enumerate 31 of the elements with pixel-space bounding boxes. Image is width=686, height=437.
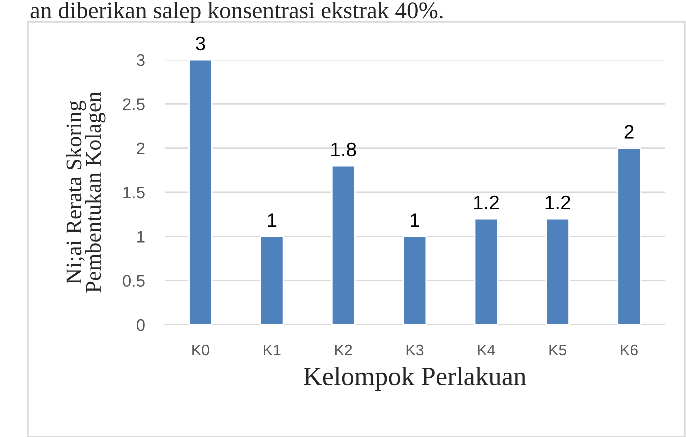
data-label: 1.2 [546,196,570,210]
bar [617,148,642,325]
y-axis-title: Ni;ai Rerata Skoring Pembentukan Kolagen [66,92,106,293]
data-label: 2 [624,125,634,139]
bar [402,236,428,325]
y-tick-label: 3 [136,54,145,66]
x-tick-label: K0 [192,344,210,356]
bar [546,218,570,325]
y-tick-label: 2.5 [123,98,145,110]
y-tick-label: 1 [138,231,145,243]
y-tick-label: 2 [137,142,145,154]
x-tick-label: K1 [264,345,281,356]
x-tick-label: K2 [335,344,352,356]
y-tick-label: 0.5 [123,275,145,288]
x-axis-title: Kelompok Perlakuan [304,367,526,391]
data-label: 1.8 [332,142,356,157]
data-label: 1.2 [474,196,499,210]
data-label: 3 [196,36,206,51]
data-label: 1 [268,214,277,228]
y-tick-label: 0 [136,319,145,332]
bar [260,236,284,325]
bar [331,165,356,325]
bar [188,60,213,325]
x-tick-label: K4 [478,345,496,356]
y-tick-label: 1.5 [124,187,145,199]
x-tick-label: K3 [406,344,424,356]
x-tick-label: K6 [621,344,638,356]
x-tick-label: K5 [550,345,567,356]
text: an diberikan salep konsentrasi ekstrak 40%. [30,2,443,24]
bar [474,218,499,325]
data-label: 1 [411,214,420,228]
